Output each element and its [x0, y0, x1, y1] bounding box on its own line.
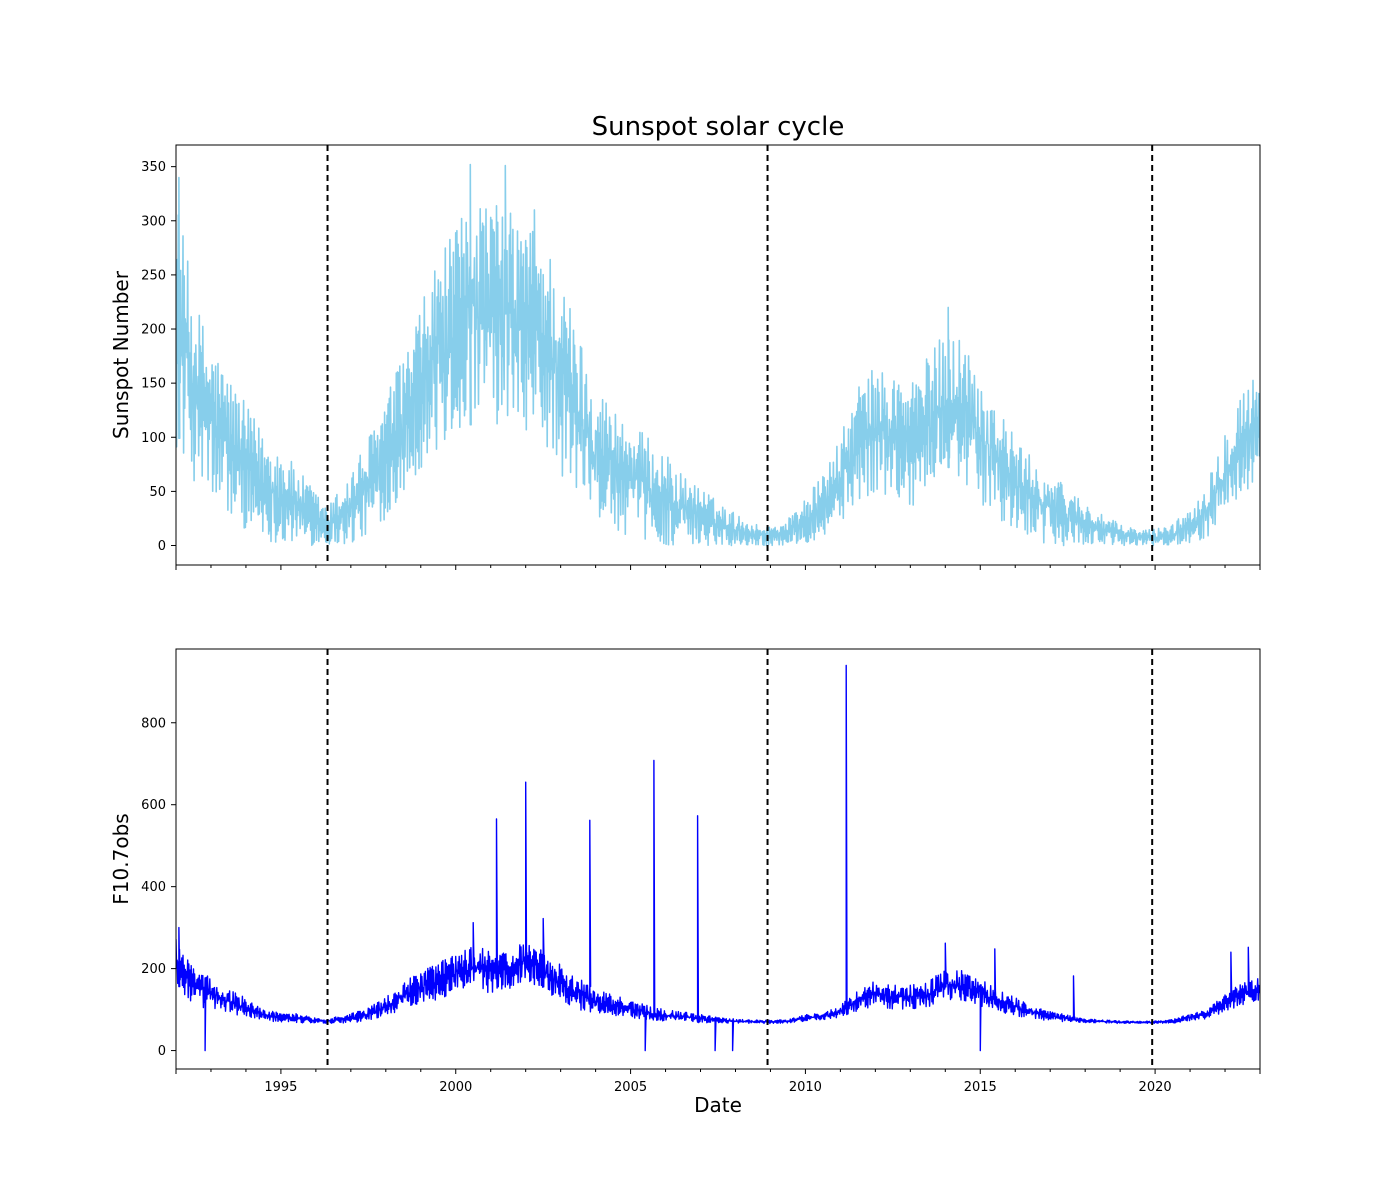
y-tick-label: 800 — [141, 716, 166, 731]
f107-panel: 0 200 400 600 800 1995 2000 2005 2010 2015 2020 F10… — [109, 648, 1261, 1117]
sunspot-panel: 0 50 100 150 200 250 300 350 Sunspot Number — [109, 144, 1261, 570]
y-tick-label: 100 — [141, 431, 166, 446]
y-tick-label: 200 — [141, 962, 166, 977]
x-tick-label: 2000 — [439, 1080, 472, 1095]
sunspot-series-line — [176, 163, 1260, 547]
x-tick-label: 2010 — [789, 1080, 822, 1095]
y-tick-label: 200 — [141, 323, 166, 338]
axes-frame — [175, 648, 1261, 1070]
y-axis-label: Sunspot Number — [109, 270, 133, 439]
y-tick-label: 0 — [158, 1044, 166, 1059]
x-tick-label: 2020 — [1139, 1080, 1172, 1095]
y-tick-label: 350 — [141, 160, 166, 175]
y-tick-label: 0 — [158, 539, 166, 554]
axes-frame — [175, 144, 1261, 566]
y-tick-label: 50 — [149, 485, 166, 500]
y-tick-label: 400 — [141, 880, 166, 895]
y-tick-label: 250 — [141, 268, 166, 283]
x-axis-label: Date — [694, 1093, 742, 1117]
x-tick-label: 2005 — [614, 1080, 647, 1095]
x-tick-label: 2015 — [964, 1080, 997, 1095]
y-tick-label: 600 — [141, 798, 166, 813]
y-tick-label: 300 — [141, 214, 166, 229]
y-axis-label: F10.7obs — [109, 813, 133, 904]
y-tick-label: 150 — [141, 377, 166, 392]
f107-series-line — [176, 664, 1260, 1052]
chart-title: Sunspot solar cycle — [592, 112, 845, 142]
x-tick-label: 1995 — [264, 1080, 297, 1095]
